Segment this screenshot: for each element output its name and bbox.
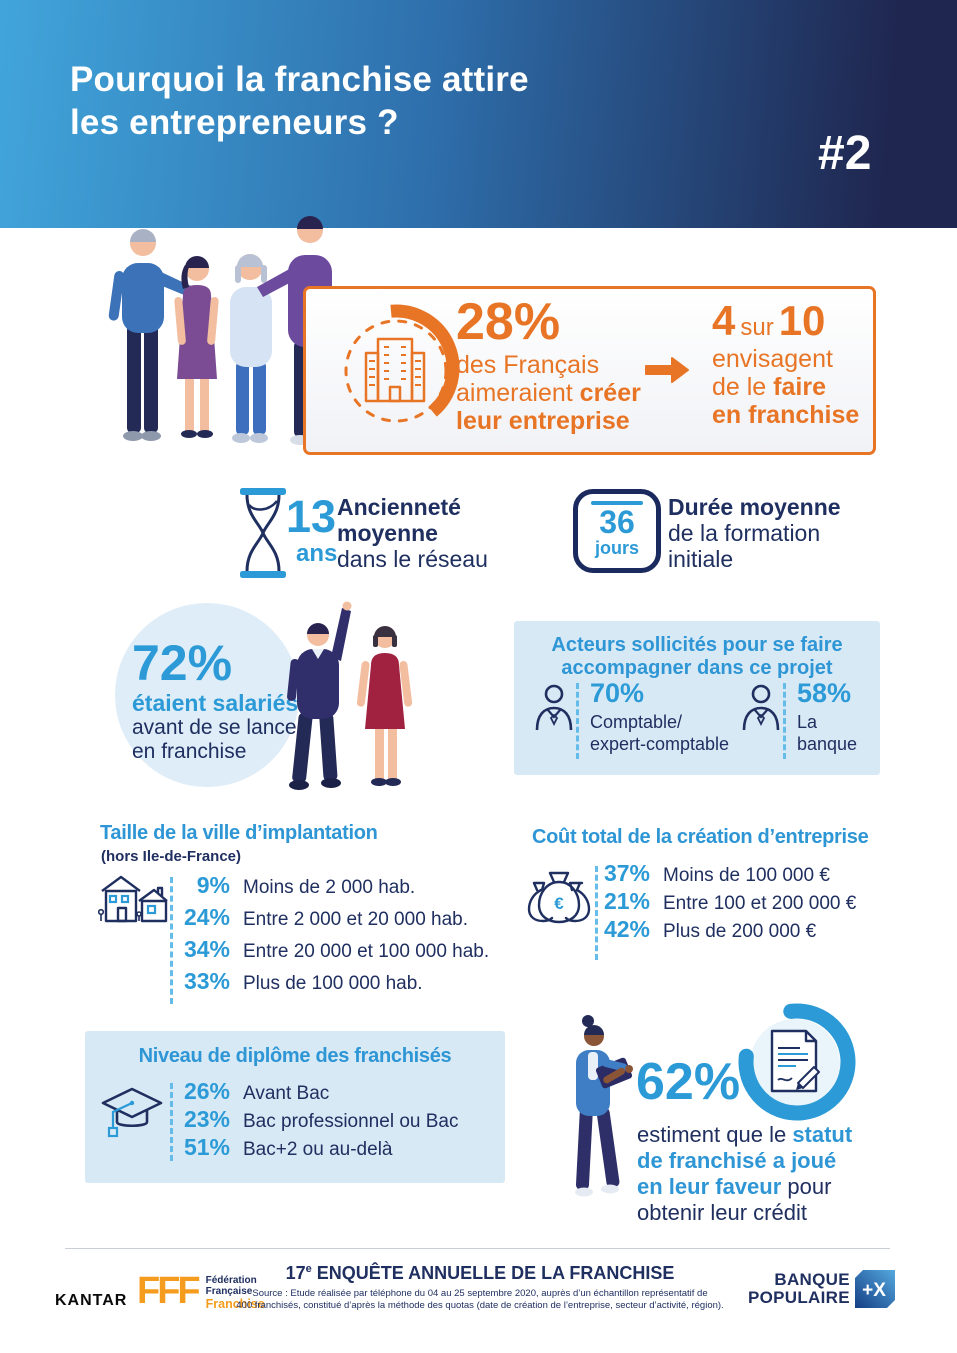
woman-red-dress	[356, 626, 413, 786]
list-item: 9% Moins de 2 000 hab.	[196, 872, 416, 898]
document-pen-icon	[770, 1029, 820, 1093]
actor-percent: 70%	[590, 678, 645, 708]
list-item: 23% Bac professionnel ou Bac	[183, 1106, 459, 1132]
two-people-illustration	[287, 601, 413, 790]
person-older-woman	[230, 254, 272, 443]
dashed-divider	[595, 866, 598, 960]
calendar-icon: 36 jours	[573, 489, 661, 573]
kantar-logo: KANTAR	[55, 1292, 128, 1309]
ratio-numerator: 4	[712, 297, 736, 344]
page-title-line2: les entrepreneurs ?	[70, 103, 399, 142]
intro-right-line1: envisagent	[712, 345, 833, 373]
dashed-divider	[170, 1083, 173, 1161]
diploma-title: Niveau de diplôme des franchisés	[138, 1045, 452, 1067]
banque-populaire-logo: BANQUE POPULAIRE +X	[748, 1270, 895, 1308]
hourglass-icon	[240, 488, 286, 578]
person-icon	[742, 684, 780, 731]
ratio-denominator: 10	[778, 297, 826, 344]
person-older-man	[108, 229, 193, 441]
salaried-stat: 72% étaient salariés avant de se lancer …	[132, 635, 304, 763]
dashed-divider	[783, 683, 786, 759]
arrow-right-icon	[645, 357, 689, 383]
salaried-percent: 72%	[132, 635, 233, 691]
intro-right-line3: en franchise	[712, 401, 860, 429]
dashed-divider	[170, 877, 173, 1004]
intro-left-percent: 28%	[456, 293, 561, 351]
training-unit: jours	[594, 538, 639, 558]
actors-title: Acteurs sollicités pour se faire accompa…	[551, 634, 843, 679]
city-size-subtitle: (hors Ile-de-France)	[101, 848, 242, 865]
list-item: 21% Entre 100 et 200 000 €	[603, 888, 857, 914]
training-label: Durée moyenne de la formation initiale	[668, 494, 841, 572]
city-size-list: 9% Moins de 2 000 hab. 24% Entre 2 000 et …	[178, 872, 489, 1000]
actor-label: La banque	[797, 712, 858, 754]
person-icon	[535, 684, 573, 731]
cost-title: Coût total de la création d’entreprise	[532, 826, 869, 848]
diploma-panel: Niveau de diplôme des franchisés 26% Avan…	[85, 1031, 505, 1183]
list-item: 24% Entre 2 000 et 20 000 hab.	[183, 904, 469, 930]
actors-panel: Acteurs sollicités pour se faire accompa…	[514, 621, 880, 775]
contract-donut-icon	[738, 1003, 856, 1121]
list-item: 34% Entre 20 000 et 100 000 hab.	[183, 936, 490, 962]
company-gauge-icon	[344, 304, 460, 423]
man-suit	[287, 601, 352, 790]
seniority-value: 13	[286, 491, 337, 542]
dashed-divider	[576, 683, 579, 759]
salaried-circle-background	[115, 603, 299, 787]
money-bags-icon: €	[527, 871, 591, 924]
intro-left-line3: leur entreprise	[456, 407, 630, 435]
intro-left-stat: 28% des Français aimeraient créer leur e…	[456, 293, 641, 435]
woman-clipboard-illustration	[575, 1015, 633, 1197]
person-woman-purple	[174, 256, 219, 438]
graduation-cap-icon	[101, 1087, 163, 1138]
page-title: Pourquoi la franchise attire les entrepr…	[70, 58, 529, 144]
intro-right-caption: envisagent de le faire en franchise	[712, 345, 860, 429]
banque-populaire-mark-icon: +X	[854, 1270, 895, 1308]
houses-icon	[98, 875, 168, 923]
diploma-list: 26% Avant Bac 23% Bac professionnel ou Bac…	[178, 1078, 459, 1162]
fff-logo: FFF Fédération Française Franchise	[137, 1270, 265, 1312]
intro-stat-box: 28% des Français aimeraient créer leur e…	[303, 286, 876, 455]
survey-title: 17e ENQUÊTE ANNUELLE DE LA FRANCHISE	[285, 1263, 675, 1283]
seniority-label: Ancienneté moyenne dans le réseau	[337, 494, 488, 572]
credit-percent: 62%	[636, 1053, 741, 1111]
seniority-unit: ans	[296, 540, 338, 567]
building-icon	[364, 337, 426, 403]
intro-right-stat: 4 sur 10 envisagent de le faire en franchi…	[712, 297, 859, 429]
page-title-line1: Pourquoi la franchise attire	[70, 60, 529, 99]
credit-caption: estiment que le statut de franchisé a jo…	[637, 1122, 853, 1225]
intro-right-ratio: 4 sur 10	[712, 297, 826, 344]
issue-number-badge: #2	[818, 127, 872, 180]
actor-label: Comptable/ expert-comptable	[590, 712, 730, 754]
footer-divider	[65, 1248, 890, 1249]
fff-letters: FFF	[137, 1270, 201, 1312]
list-item: 26% Avant Bac	[183, 1078, 330, 1104]
survey-source: Source : Etude réalisée par téléphone du…	[236, 1288, 724, 1311]
intro-left-line1: des Français	[456, 351, 600, 379]
intro-left-line2: aimeraient	[456, 379, 580, 407]
cost-list: 37% Moins de 100 000 € 21% Entre 100 et 20…	[598, 860, 856, 944]
euro-symbol: €	[554, 894, 564, 913]
list-item: 42% Plus de 200 000 €	[603, 916, 817, 942]
survey-attribution: 17e ENQUÊTE ANNUELLE DE LA FRANCHISE Sou…	[218, 1263, 742, 1312]
actor-percent: 58%	[797, 678, 852, 708]
header-banner: Pourquoi la franchise attire les entrepr…	[0, 0, 957, 228]
list-item: 37% Moins de 100 000 €	[603, 860, 830, 886]
training-value: 36	[599, 504, 635, 540]
city-size-title: Taille de la ville d’implantation	[100, 822, 378, 844]
intro-left-caption: des Français aimeraient créer leur entre…	[456, 351, 641, 435]
list-item: 33% Plus de 100 000 hab.	[183, 968, 423, 994]
intro-right-line2: de le	[712, 373, 774, 401]
svg-text:+X: +X	[862, 1280, 886, 1301]
list-item: 51% Bac+2 ou au-delà	[183, 1134, 393, 1160]
calendar-top-line	[591, 501, 643, 505]
